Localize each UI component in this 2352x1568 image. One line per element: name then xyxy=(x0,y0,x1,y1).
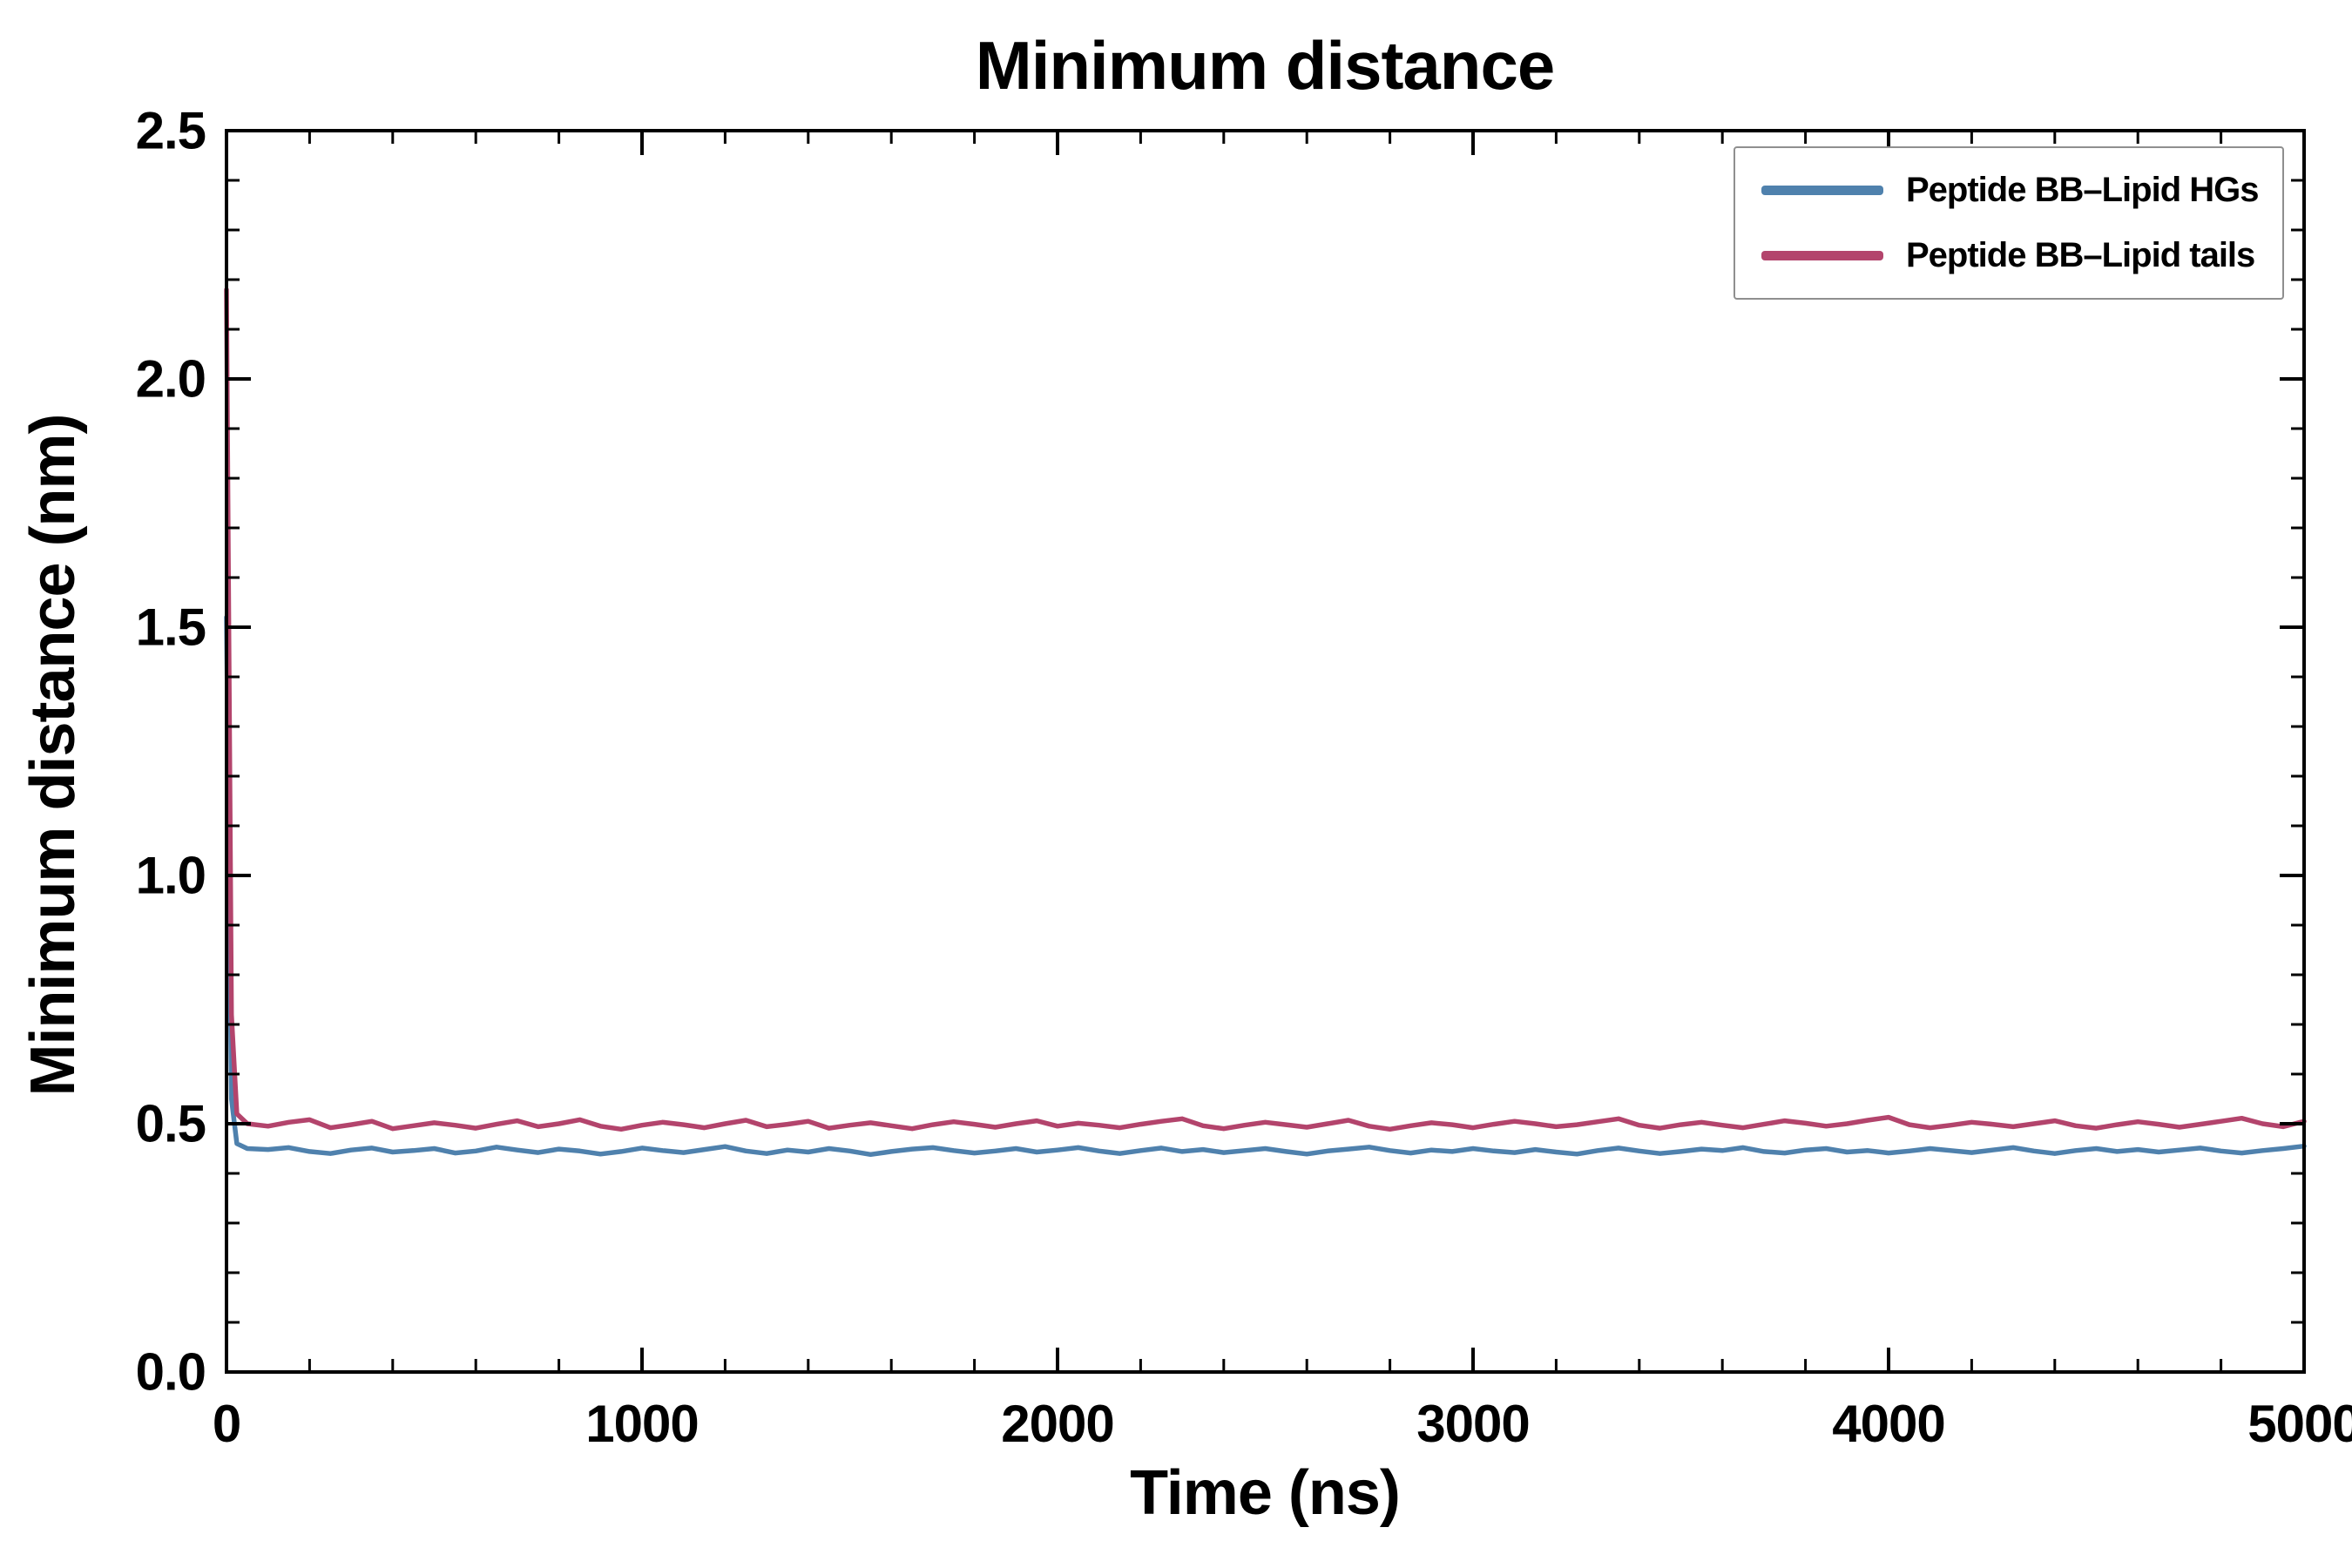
legend: Peptide BB–Lipid HGs Peptide BB–Lipid ta… xyxy=(1734,146,2284,300)
y-tick-label: 0.0 xyxy=(136,1343,206,1402)
legend-item-hgs: Peptide BB–Lipid HGs xyxy=(1761,171,2259,210)
x-tick-label: 4000 xyxy=(1832,1395,1944,1453)
plot-area: 0 1000 2000 3000 4000 5000 0.0 0.5 1.0 1.5 2.0 2.5 xyxy=(136,102,2352,1454)
x-tick-label: 3000 xyxy=(1416,1395,1529,1453)
y-axis-label: Minimum distance (nm) xyxy=(18,414,88,1096)
legend-item-tails: Peptide BB–Lipid tails xyxy=(1761,236,2256,275)
series-line-1 xyxy=(224,287,2307,1132)
y-tick-label: 1.5 xyxy=(136,598,206,657)
y-tick-label: 1.0 xyxy=(136,847,206,905)
plot-frame xyxy=(225,129,2306,1374)
legend-swatch-tails-icon xyxy=(1761,251,1883,260)
axis-ticks: 0 1000 2000 3000 4000 5000 0.0 0.5 1.0 1.5 2.0 2.5 xyxy=(136,102,2352,1454)
legend-swatch-hgs-icon xyxy=(1761,186,1883,195)
legend-label-tails: Peptide BB–Lipid tails xyxy=(1906,236,2255,274)
y-tick-label: 2.0 xyxy=(136,350,206,409)
x-tick-label: 2000 xyxy=(1001,1395,1113,1453)
series-line-0 xyxy=(224,614,2307,1158)
x-tick-label: 1000 xyxy=(585,1395,698,1453)
legend-label-hgs: Peptide BB–Lipid HGs xyxy=(1906,171,2259,209)
y-tick-label: 2.5 xyxy=(136,102,206,160)
x-tick-label: 0 xyxy=(213,1395,240,1453)
x-tick-label: 5000 xyxy=(2247,1395,2352,1453)
y-tick-label: 0.5 xyxy=(136,1095,206,1153)
chart-title: Minimum distance xyxy=(976,27,1554,104)
x-axis-label: Time (ns) xyxy=(1130,1458,1400,1528)
